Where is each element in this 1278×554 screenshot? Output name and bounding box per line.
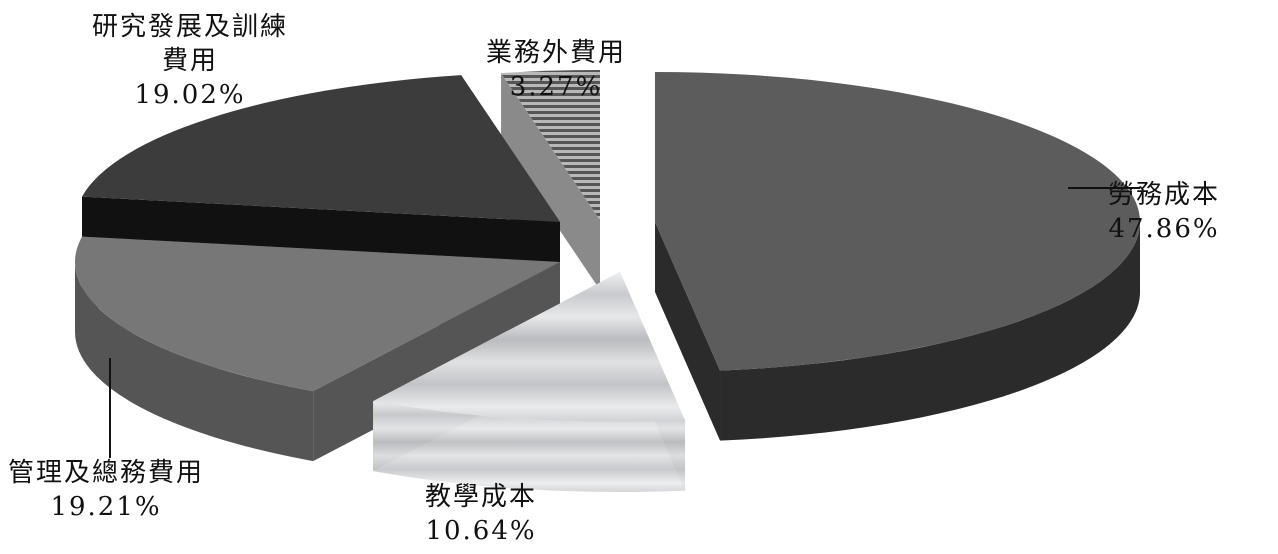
slice-labor-cost [655,72,1141,441]
slice-percent-admin-expenses: 19.21% [50,492,162,522]
slice-name-teaching-cost: 教學成本 [425,482,538,512]
slice-name-admin-expenses: 管理及總務費用 [8,458,205,488]
slice-top-labor-cost [655,72,1141,371]
slice-percent-rnd-training: 19.02% [134,80,246,110]
slice-name-non-operating: 業務外費用 [486,38,627,68]
slice-percent-non-operating: 3.27% [509,72,603,102]
slice-name-rnd-training-line2: 費用 [162,46,219,76]
slice-percent-labor-cost: 47.86% [1108,214,1220,244]
slice-label-non-operating: 業務外費用 3.27% [486,36,626,104]
slice-top-rnd-training [82,75,560,222]
slice-label-labor-cost: 勞務成本 47.86% [1108,178,1220,246]
leader-lines [109,187,1140,458]
slice-top-admin-expenses [74,236,561,392]
slice-top-non-operating [501,70,600,220]
slice-percent-teaching-cost: 10.64% [425,516,537,546]
slice-label-rnd-training: 研究發展及訓練 費用 19.02% [92,10,288,112]
pie-slices [74,70,1141,493]
slice-name-labor-cost: 勞務成本 [1108,180,1221,210]
slice-label-teaching-cost: 教學成本 10.64% [425,480,537,548]
slice-wall-non-operating-0 [501,73,600,290]
slice-label-admin-expenses: 管理及總務費用 19.21% [8,456,204,524]
slice-side-labor-cost [720,222,1140,441]
slice-name-rnd-training-line1: 研究發展及訓練 [92,12,289,42]
slice-side-teaching-cost [373,401,686,493]
slice-wall-labor-cost-1 [655,222,721,441]
slice-teaching-cost [373,272,686,493]
slice-non-operating [501,70,600,290]
slice-side-admin-expenses [75,262,314,462]
slice-top-teaching-cost [373,272,686,422]
